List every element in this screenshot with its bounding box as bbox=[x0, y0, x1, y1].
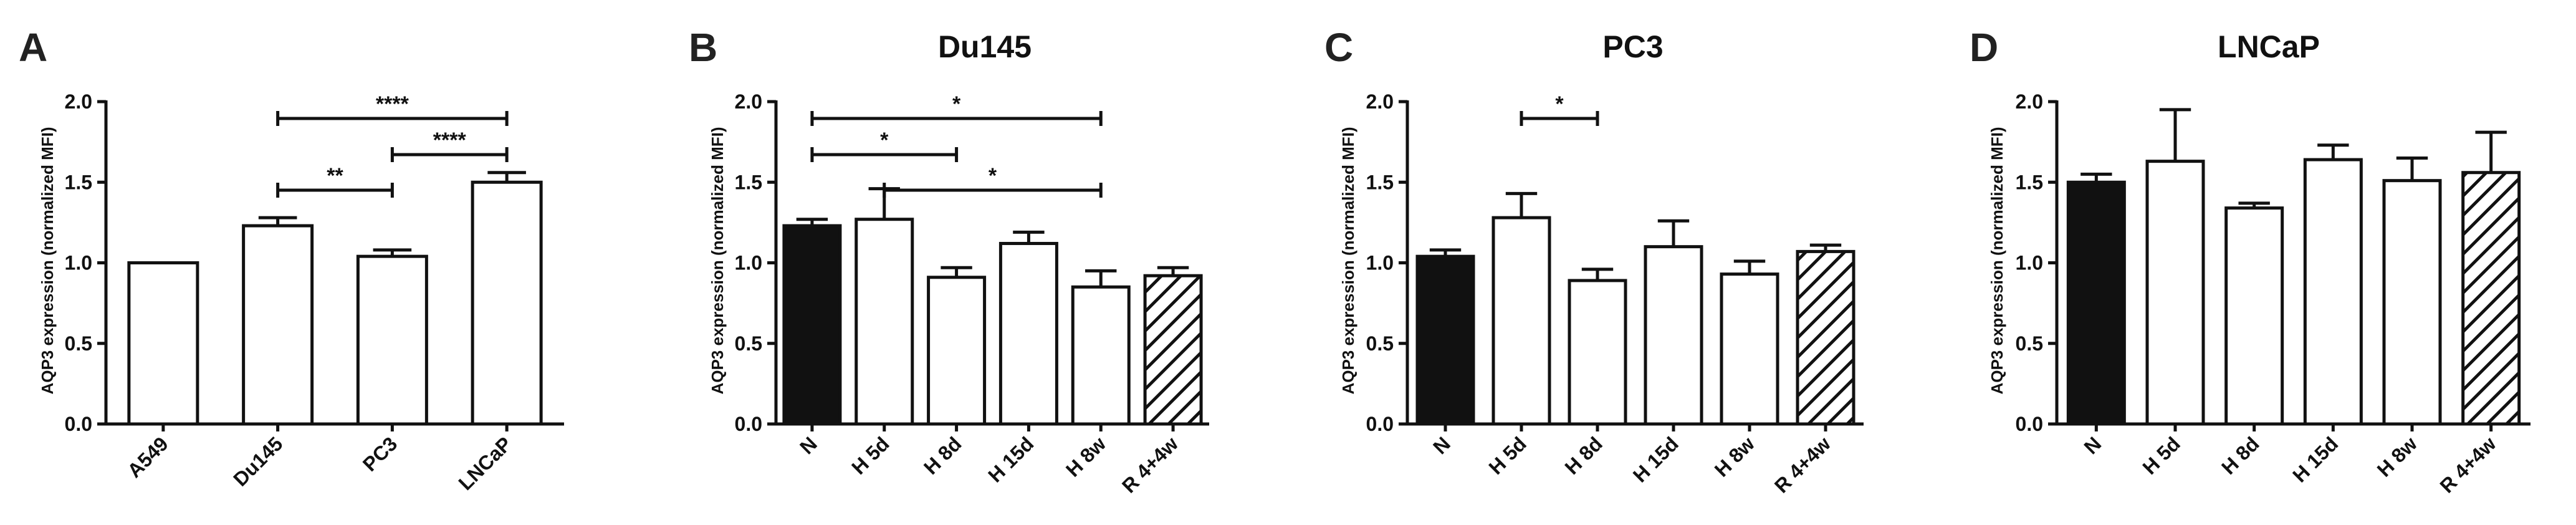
bar-a549 bbox=[127, 261, 199, 426]
y-tick-label: 0.5 bbox=[65, 332, 92, 355]
bar-h-15d bbox=[1644, 245, 1703, 426]
y-tick-label: 1.0 bbox=[735, 252, 762, 274]
panel-d-title: LNCaP bbox=[2218, 29, 2320, 64]
y-tick-label: 2.0 bbox=[2016, 90, 2043, 113]
y-tick-label: 1.0 bbox=[2016, 252, 2043, 274]
x-tick-label: PC3 bbox=[358, 432, 401, 475]
significance-label: **** bbox=[433, 128, 467, 152]
significance-label: * bbox=[989, 164, 997, 188]
y-tick-label: 1.0 bbox=[65, 252, 92, 274]
panel-a-letter: A bbox=[19, 25, 47, 70]
x-tick-label: H 5d bbox=[2138, 432, 2184, 478]
bar-pc3 bbox=[356, 254, 428, 426]
panel-c-y-axis-label: AQP3 expression (normalized MFI) bbox=[1339, 127, 1357, 394]
y-tick-label: 0.0 bbox=[65, 413, 92, 435]
panel-b-y-axis-label: AQP3 expression (normalized MFI) bbox=[708, 127, 727, 394]
x-tick-label: N bbox=[2079, 432, 2105, 458]
panel-a: A AQP3 expression (normalized MFI) 0.0 0.… bbox=[19, 25, 564, 494]
panel-d-letter: D bbox=[1970, 25, 1998, 70]
x-tick-label: R 4+4w bbox=[1118, 432, 1182, 497]
bar-n bbox=[1415, 254, 1475, 426]
significance-label: * bbox=[1555, 92, 1564, 116]
panel-c-letter: C bbox=[1324, 25, 1353, 70]
y-tick-label: 2.0 bbox=[65, 90, 92, 113]
bar-du145 bbox=[242, 224, 314, 426]
x-tick-label: Du145 bbox=[229, 432, 287, 490]
bar-h-8w bbox=[1071, 285, 1131, 426]
panel-d: D LNCaP AQP3 expression (normalized MFI)… bbox=[1970, 25, 2531, 498]
bar-h-15d bbox=[2303, 158, 2363, 426]
bar-h-5d bbox=[1491, 216, 1551, 426]
y-tick-label: 2.0 bbox=[735, 90, 762, 113]
panel-a-y-axis-label: AQP3 expression (normalized MFI) bbox=[38, 127, 57, 394]
x-tick-label: N bbox=[795, 432, 821, 458]
y-tick-label: 1.0 bbox=[1366, 252, 1394, 274]
panel-b-title: Du145 bbox=[938, 29, 1032, 64]
y-tick-label: 0.0 bbox=[1366, 413, 1394, 435]
bar-n bbox=[782, 224, 842, 426]
x-tick-label: N bbox=[1429, 432, 1455, 458]
y-tick-label: 0.5 bbox=[1366, 332, 1394, 355]
x-tick-label: H 15d bbox=[984, 432, 1038, 486]
y-tick-label: 0.0 bbox=[735, 413, 762, 435]
significance-label: **** bbox=[376, 92, 409, 116]
x-tick-label: A549 bbox=[123, 432, 173, 482]
y-tick-label: 0.5 bbox=[735, 332, 762, 355]
panel-c: C PC3 AQP3 expression (normalized MFI) 0… bbox=[1324, 25, 1864, 498]
bar-h-5d bbox=[2145, 160, 2205, 426]
x-tick-label: H 15d bbox=[2288, 432, 2342, 486]
bar-n bbox=[2066, 180, 2126, 426]
y-tick-label: 1.5 bbox=[2016, 171, 2043, 193]
significance-label: * bbox=[952, 92, 961, 116]
y-tick-label: 1.5 bbox=[735, 171, 762, 193]
panel-c-title: PC3 bbox=[1602, 29, 1663, 64]
bar-h-15d bbox=[998, 241, 1058, 426]
significance-label: ** bbox=[327, 164, 343, 188]
x-tick-label: H 5d bbox=[847, 432, 893, 478]
bar-r-4-4w bbox=[1796, 249, 1855, 426]
x-tick-label: H 8d bbox=[1560, 432, 1606, 478]
bar-r-4-4w bbox=[1143, 274, 1203, 426]
x-tick-label: H 15d bbox=[1629, 432, 1683, 486]
y-tick-label: 1.5 bbox=[65, 171, 92, 193]
x-tick-label: R 4+4w bbox=[1770, 432, 1835, 497]
y-tick-label: 0.0 bbox=[2016, 413, 2043, 435]
panel-d-y-axis-label: AQP3 expression (normalized MFI) bbox=[1988, 127, 2006, 394]
panel-b-letter: B bbox=[689, 25, 717, 70]
x-tick-label: R 4+4w bbox=[2436, 432, 2501, 497]
bar-h-8w bbox=[1720, 272, 1779, 426]
bar-h-8d bbox=[927, 276, 987, 426]
bar-h-5d bbox=[855, 218, 914, 426]
x-tick-label: H 8w bbox=[2373, 432, 2421, 481]
bar-h-8d bbox=[2224, 206, 2284, 426]
x-tick-label: H 8d bbox=[2217, 432, 2263, 478]
y-tick-label: 1.5 bbox=[1366, 171, 1394, 193]
bar-r-4-4w bbox=[2461, 171, 2521, 426]
significance-label: * bbox=[880, 128, 889, 152]
x-tick-label: LNCaP bbox=[454, 432, 516, 494]
x-tick-label: H 8d bbox=[919, 432, 965, 478]
bar-h-8d bbox=[1568, 279, 1627, 426]
x-tick-label: H 5d bbox=[1484, 432, 1530, 478]
y-tick-label: 0.5 bbox=[2016, 332, 2043, 355]
panel-b: B Du145 AQP3 expression (normalized MFI)… bbox=[689, 25, 1209, 498]
y-tick-label: 2.0 bbox=[1366, 90, 1394, 113]
x-tick-label: H 8w bbox=[1061, 432, 1110, 481]
bar-lncap bbox=[471, 180, 543, 426]
bar-h-8w bbox=[2382, 179, 2442, 426]
x-tick-label: H 8w bbox=[1710, 432, 1759, 481]
